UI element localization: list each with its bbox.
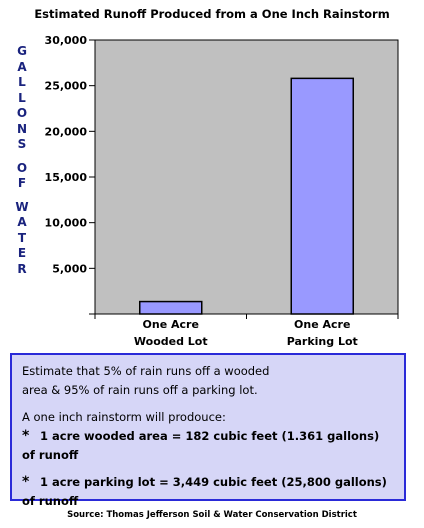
- chart-title: Estimated Runoff Produced from a One Inc…: [34, 7, 390, 21]
- y-axis-label-letter: W: [15, 199, 29, 214]
- y-axis-label-letter: O: [16, 160, 28, 175]
- y-tick-label: 15,000: [45, 171, 88, 184]
- source-credit: Source: Thomas Jefferson Soil & Water Co…: [67, 510, 357, 520]
- x-tick-label-line: One Acre: [143, 318, 199, 331]
- bar: [139, 300, 203, 315]
- bullet-text: 1 acre parking lot = 3,449 cubic feet (2…: [22, 475, 387, 508]
- note-line-2: area & 95% of rain runs off a parking lo…: [22, 383, 258, 397]
- x-tick-label-line: Wooded Lot: [134, 335, 208, 348]
- y-tick-label: 10,000: [45, 217, 88, 230]
- y-axis-label-letter: S: [17, 137, 27, 151]
- note-line-3: A one inch rainstorm will prodouce:: [22, 410, 226, 424]
- y-tick-label: 30,000: [45, 34, 88, 47]
- y-axis-label-letter: R: [17, 261, 27, 276]
- y-axis-label-letter: E: [17, 246, 27, 260]
- y-axis-label-letter: T: [17, 230, 27, 245]
- y-axis-label-letter: L: [18, 75, 26, 89]
- y-axis-label-letter: N: [16, 121, 28, 136]
- asterisk-bullet: *: [22, 474, 30, 490]
- x-tick-label: One Acre Parking Lot: [287, 318, 358, 348]
- note-box: Estimate that 5% of rain runs off a wood…: [10, 353, 406, 508]
- y-tick-label: 5,000: [52, 262, 87, 275]
- bar: [290, 77, 354, 315]
- x-tick-label: One Acre Wooded Lot: [134, 318, 208, 348]
- bullet-text: 1 acre wooded area = 182 cubic feet (1.3…: [22, 429, 380, 462]
- y-tick-label: 20,000: [45, 125, 88, 138]
- y-axis-label-letter: A: [17, 215, 27, 229]
- note-line-1: Estimate that 5% of rain runs off a wood…: [22, 364, 270, 378]
- y-axis-label-letter: L: [18, 90, 26, 105]
- y-tick-label: 25,000: [45, 80, 88, 93]
- y-axis-label-letter: F: [17, 176, 27, 190]
- x-tick-label-line: One Acre: [294, 318, 350, 331]
- x-tick-label-line: Parking Lot: [287, 335, 358, 348]
- asterisk-bullet: *: [22, 428, 30, 444]
- note-bullet-2: * 1 acre parking lot = 3,449 cubic feet (…: [22, 473, 394, 511]
- note-bullet-1: * 1 acre wooded area = 182 cubic feet (1.…: [22, 427, 394, 465]
- y-axis-label-letter: O: [16, 106, 28, 120]
- y-axis-label-letter: A: [17, 59, 27, 74]
- y-axis-label-letter: G: [17, 44, 27, 58]
- bar-chart: 5,000 10,000 15,000 20,000 25,000 30,000 One A…: [45, 34, 399, 348]
